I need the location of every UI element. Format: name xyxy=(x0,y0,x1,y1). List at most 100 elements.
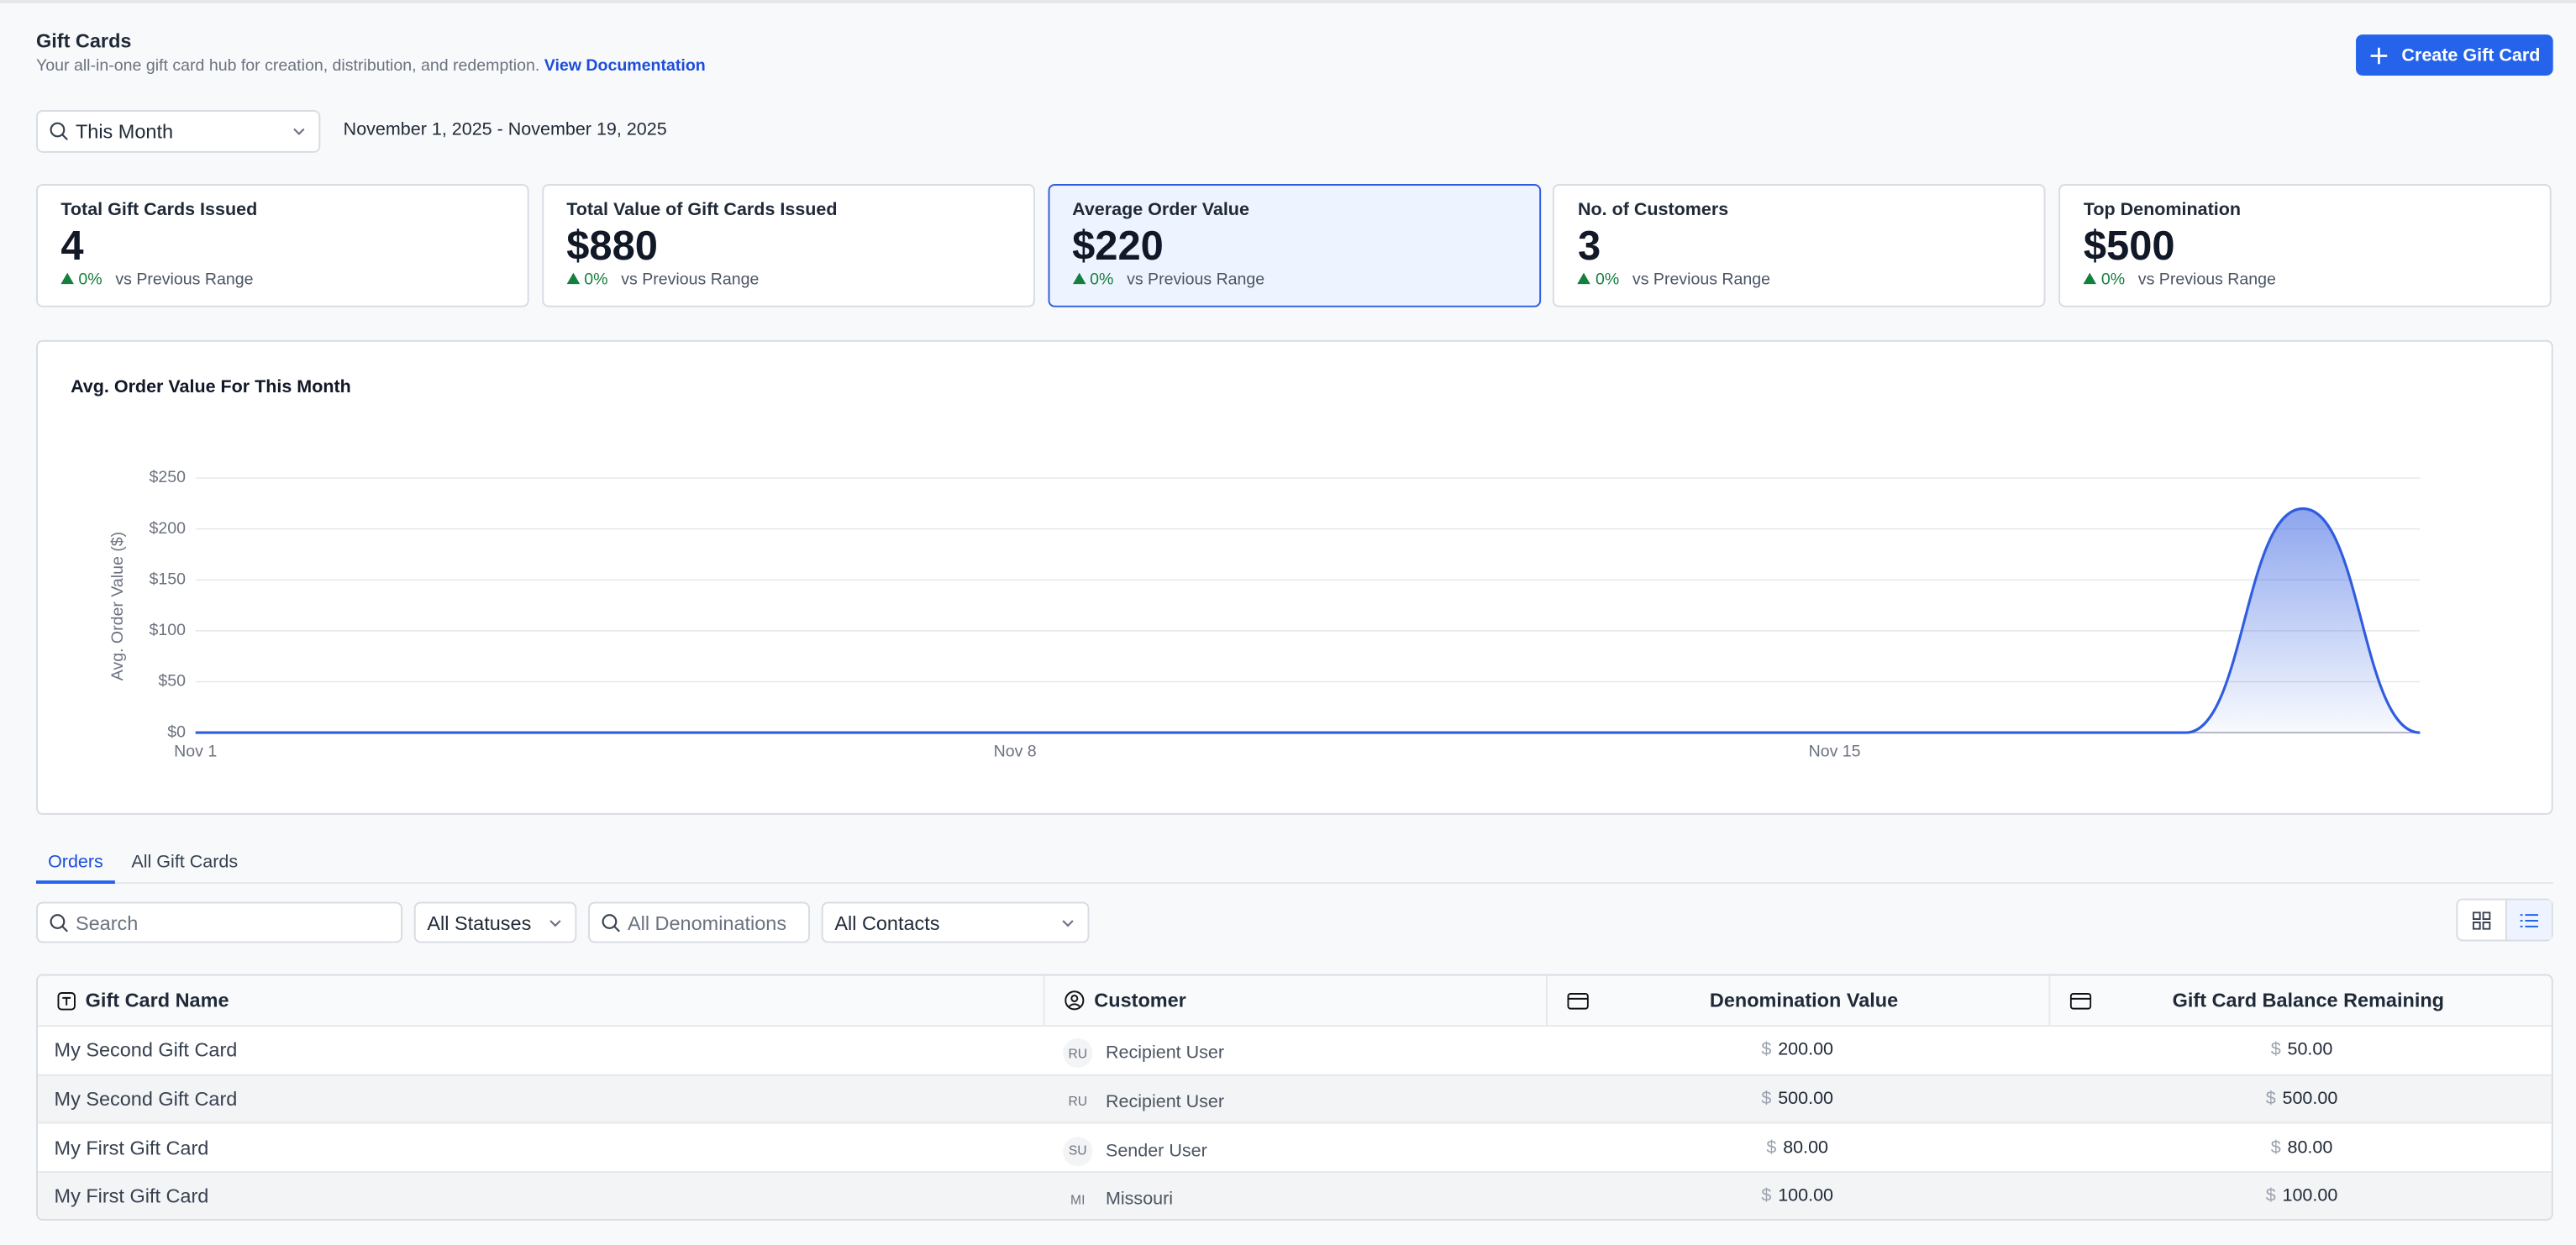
contacts-select[interactable]: All Contacts xyxy=(821,901,1090,943)
denomination-cell: $80.00 xyxy=(1546,1124,2048,1171)
kpi-card: No. of Customers 3 0% vs Previous Range xyxy=(1553,184,2047,307)
kpi-change-value: 0% xyxy=(566,271,608,289)
currency: $ xyxy=(1766,1137,1777,1158)
x-tick-label: Nov 15 xyxy=(1809,743,1861,761)
kpi-change-value: 0% xyxy=(1577,271,1619,289)
grid-icon xyxy=(2472,911,2491,929)
kpi-label: Average Order Value xyxy=(1072,200,1249,221)
chart: Avg. Order Value For This Month Avg. Ord… xyxy=(71,376,2421,761)
customer-name: Missouri xyxy=(1105,1190,1174,1210)
kpi-change-number: 0% xyxy=(1090,271,1114,290)
gift-card-name: My First Gift Card xyxy=(54,1136,209,1159)
avatar: MI xyxy=(1063,1185,1093,1215)
create-button[interactable]: Create Gift Card xyxy=(2356,34,2553,76)
x-tick-label: Nov 8 xyxy=(994,743,1037,761)
name-cell: My Second Gift Card xyxy=(38,1027,1044,1074)
balance-cell: $500.00 xyxy=(2048,1075,2551,1122)
kpi-note: vs Previous Range xyxy=(2137,271,2276,290)
denomination-select[interactable]: All Denominations xyxy=(588,901,811,943)
kpi-change: 0% vs Previous Range xyxy=(566,271,1010,290)
table-row: My First Gift Card MI Missouri $100.00 $100.… xyxy=(37,1171,2552,1219)
kpi-value: $220 xyxy=(1072,223,1164,270)
kpi-note: vs Previous Range xyxy=(115,271,254,290)
kpi-note: vs Previous Range xyxy=(1127,271,1265,290)
header-cell: Gift Card Name xyxy=(38,976,1044,1026)
search-placeholder: Search xyxy=(75,911,139,934)
currency: $ xyxy=(2265,1186,2276,1206)
kpi-label: No. of Customers xyxy=(1577,200,1729,221)
column-title: Denomination Value xyxy=(1709,989,1899,1012)
search-icon xyxy=(50,913,68,932)
card-icon xyxy=(1567,992,1589,1009)
kpi-value: $500 xyxy=(2083,223,2175,270)
customer-name: Recipient User xyxy=(1105,1043,1225,1064)
range-select-value: This Month xyxy=(75,119,174,144)
y-axis-label: Avg. Order Value ($) xyxy=(108,532,127,680)
search-icon xyxy=(602,913,620,932)
balance-cell: $100.00 xyxy=(2048,1173,2551,1219)
header-cell: Denomination Value xyxy=(1546,975,2048,1026)
search-input[interactable]: Search xyxy=(36,901,403,943)
name-cell: My First Gift Card xyxy=(38,1173,1044,1219)
up-arrow xyxy=(2083,272,2097,285)
denomination-amount: 200.00 xyxy=(1778,1040,1834,1060)
tab[interactable]: Orders xyxy=(36,853,115,885)
chart-title: Avg. Order Value For This Month xyxy=(71,376,351,397)
denomination-amount: 80.00 xyxy=(1783,1137,1829,1158)
up-arrow xyxy=(566,272,580,285)
list-icon xyxy=(2520,913,2539,927)
denomination-amount: 500.00 xyxy=(1778,1089,1834,1109)
denomination-cell: $500.00 xyxy=(1546,1075,2048,1122)
range-select[interactable]: This Month xyxy=(36,110,321,153)
kpi-card: Total Gift Cards Issued 4 0% vs Previous R… xyxy=(36,184,529,307)
line xyxy=(195,507,2421,734)
customer-cell: RU Recipient User xyxy=(1044,1075,1546,1122)
column-title: Gift Card Name xyxy=(85,989,229,1012)
denomination-placeholder: All Denominations xyxy=(627,911,787,934)
kpi-change: 0% vs Previous Range xyxy=(60,271,504,290)
name-cell: My Second Gift Card xyxy=(38,1075,1044,1122)
kpi-value: 4 xyxy=(60,223,84,270)
area xyxy=(195,508,2421,733)
up-arrow xyxy=(1577,272,1591,285)
currency: $ xyxy=(1761,1186,1772,1206)
table-row: My Second Gift Card RU Recipient User $500.… xyxy=(37,1074,2552,1122)
kpi-change-value: 0% xyxy=(60,271,103,289)
name-cell: My First Gift Card xyxy=(38,1124,1044,1171)
grid-view-button[interactable] xyxy=(2458,900,2507,940)
y-tick-label: $250 xyxy=(149,468,186,486)
customer-name: Recipient User xyxy=(1105,1092,1225,1112)
kpi-change-value: 0% xyxy=(2083,271,2126,290)
card-icon xyxy=(2069,992,2092,1009)
balance-cell: $80.00 xyxy=(2048,1124,2551,1171)
kpi-change-value: 0% xyxy=(1072,271,1114,290)
tab[interactable]: All Gift Cards xyxy=(131,852,239,873)
x-tick-label: Nov 1 xyxy=(174,743,217,761)
kpi-change-number: 0% xyxy=(2100,271,2126,290)
chart-card: Avg. Order Value For This Month Avg. Ord… xyxy=(36,339,2553,815)
up-arrow xyxy=(60,272,74,285)
plus-icon xyxy=(2370,46,2387,64)
header-cell: Customer xyxy=(1043,975,1546,1026)
avatar: SU xyxy=(1063,1136,1093,1166)
customer-cell: RU Recipient User xyxy=(1044,1027,1546,1074)
gift-card-name: My Second Gift Card xyxy=(54,1087,238,1111)
balance-amount: 50.00 xyxy=(2287,1040,2333,1060)
doc-link[interactable]: View Documentation xyxy=(544,57,706,76)
currency: $ xyxy=(2270,1137,2281,1158)
kpi-note: vs Previous Range xyxy=(621,271,760,290)
kpi-change: 0% vs Previous Range xyxy=(1072,271,1516,290)
gift-card-name: My First Gift Card xyxy=(54,1185,209,1208)
subtitle-text: Your all-in-one gift card hub for creati… xyxy=(36,57,540,76)
status-select[interactable]: All Statuses xyxy=(413,901,577,943)
kpi-change: 0% vs Previous Range xyxy=(1577,271,2021,289)
y-tick-label: $100 xyxy=(149,621,186,639)
denomination-amount: 100.00 xyxy=(1778,1186,1834,1206)
list-view-button[interactable] xyxy=(2506,900,2552,940)
table-header: Gift Card Name Customer Denomination Value… xyxy=(37,975,2552,1026)
gift-card-name: My Second Gift Card xyxy=(54,1038,238,1062)
balance-amount: 80.00 xyxy=(2287,1137,2333,1158)
table-row: My Second Gift Card RU Recipient User $200.… xyxy=(37,1025,2552,1074)
